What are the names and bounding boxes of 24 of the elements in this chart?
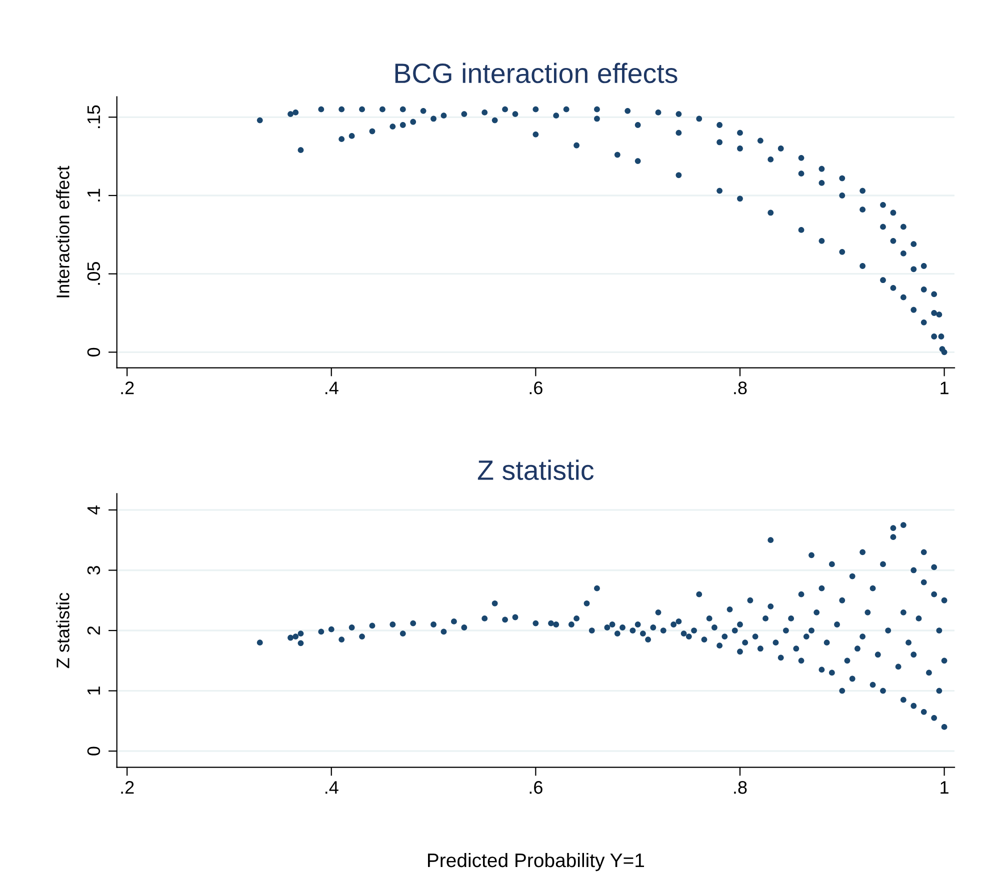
x-tick-label: .8 — [734, 382, 747, 394]
y-tick-label: 3 — [87, 566, 100, 575]
x-tick-label: 1 — [940, 781, 948, 794]
x-tick-label: .6 — [530, 781, 542, 794]
x-tick-label: .2 — [121, 382, 134, 394]
y-axis-title: Z statistic — [56, 592, 70, 668]
x-tick-label: .6 — [530, 382, 542, 394]
chart-title: BCG interaction effects — [395, 62, 678, 84]
y-tick-label: 1 — [87, 686, 100, 694]
y-tick-label: .15 — [87, 105, 100, 128]
y-tick-label: 2 — [87, 626, 100, 635]
y-tick-label: .05 — [87, 262, 100, 285]
x-tick-label: .8 — [734, 781, 747, 794]
x-tick-label: .2 — [121, 781, 134, 794]
x-tick-label: 1 — [940, 382, 948, 394]
y-tick-label: 4 — [87, 505, 100, 515]
x-tick-label: .4 — [325, 781, 338, 794]
chart-title: Z statistic — [478, 460, 594, 480]
y-tick-label: .1 — [87, 188, 100, 202]
y-axis-title: Interaction effect — [56, 166, 70, 298]
x-axis-title: Predicted Probability Y=1 — [428, 852, 644, 872]
x-tick-label: .4 — [325, 382, 338, 394]
y-tick-label: 0 — [87, 348, 100, 356]
y-tick-label: 0 — [87, 746, 100, 756]
